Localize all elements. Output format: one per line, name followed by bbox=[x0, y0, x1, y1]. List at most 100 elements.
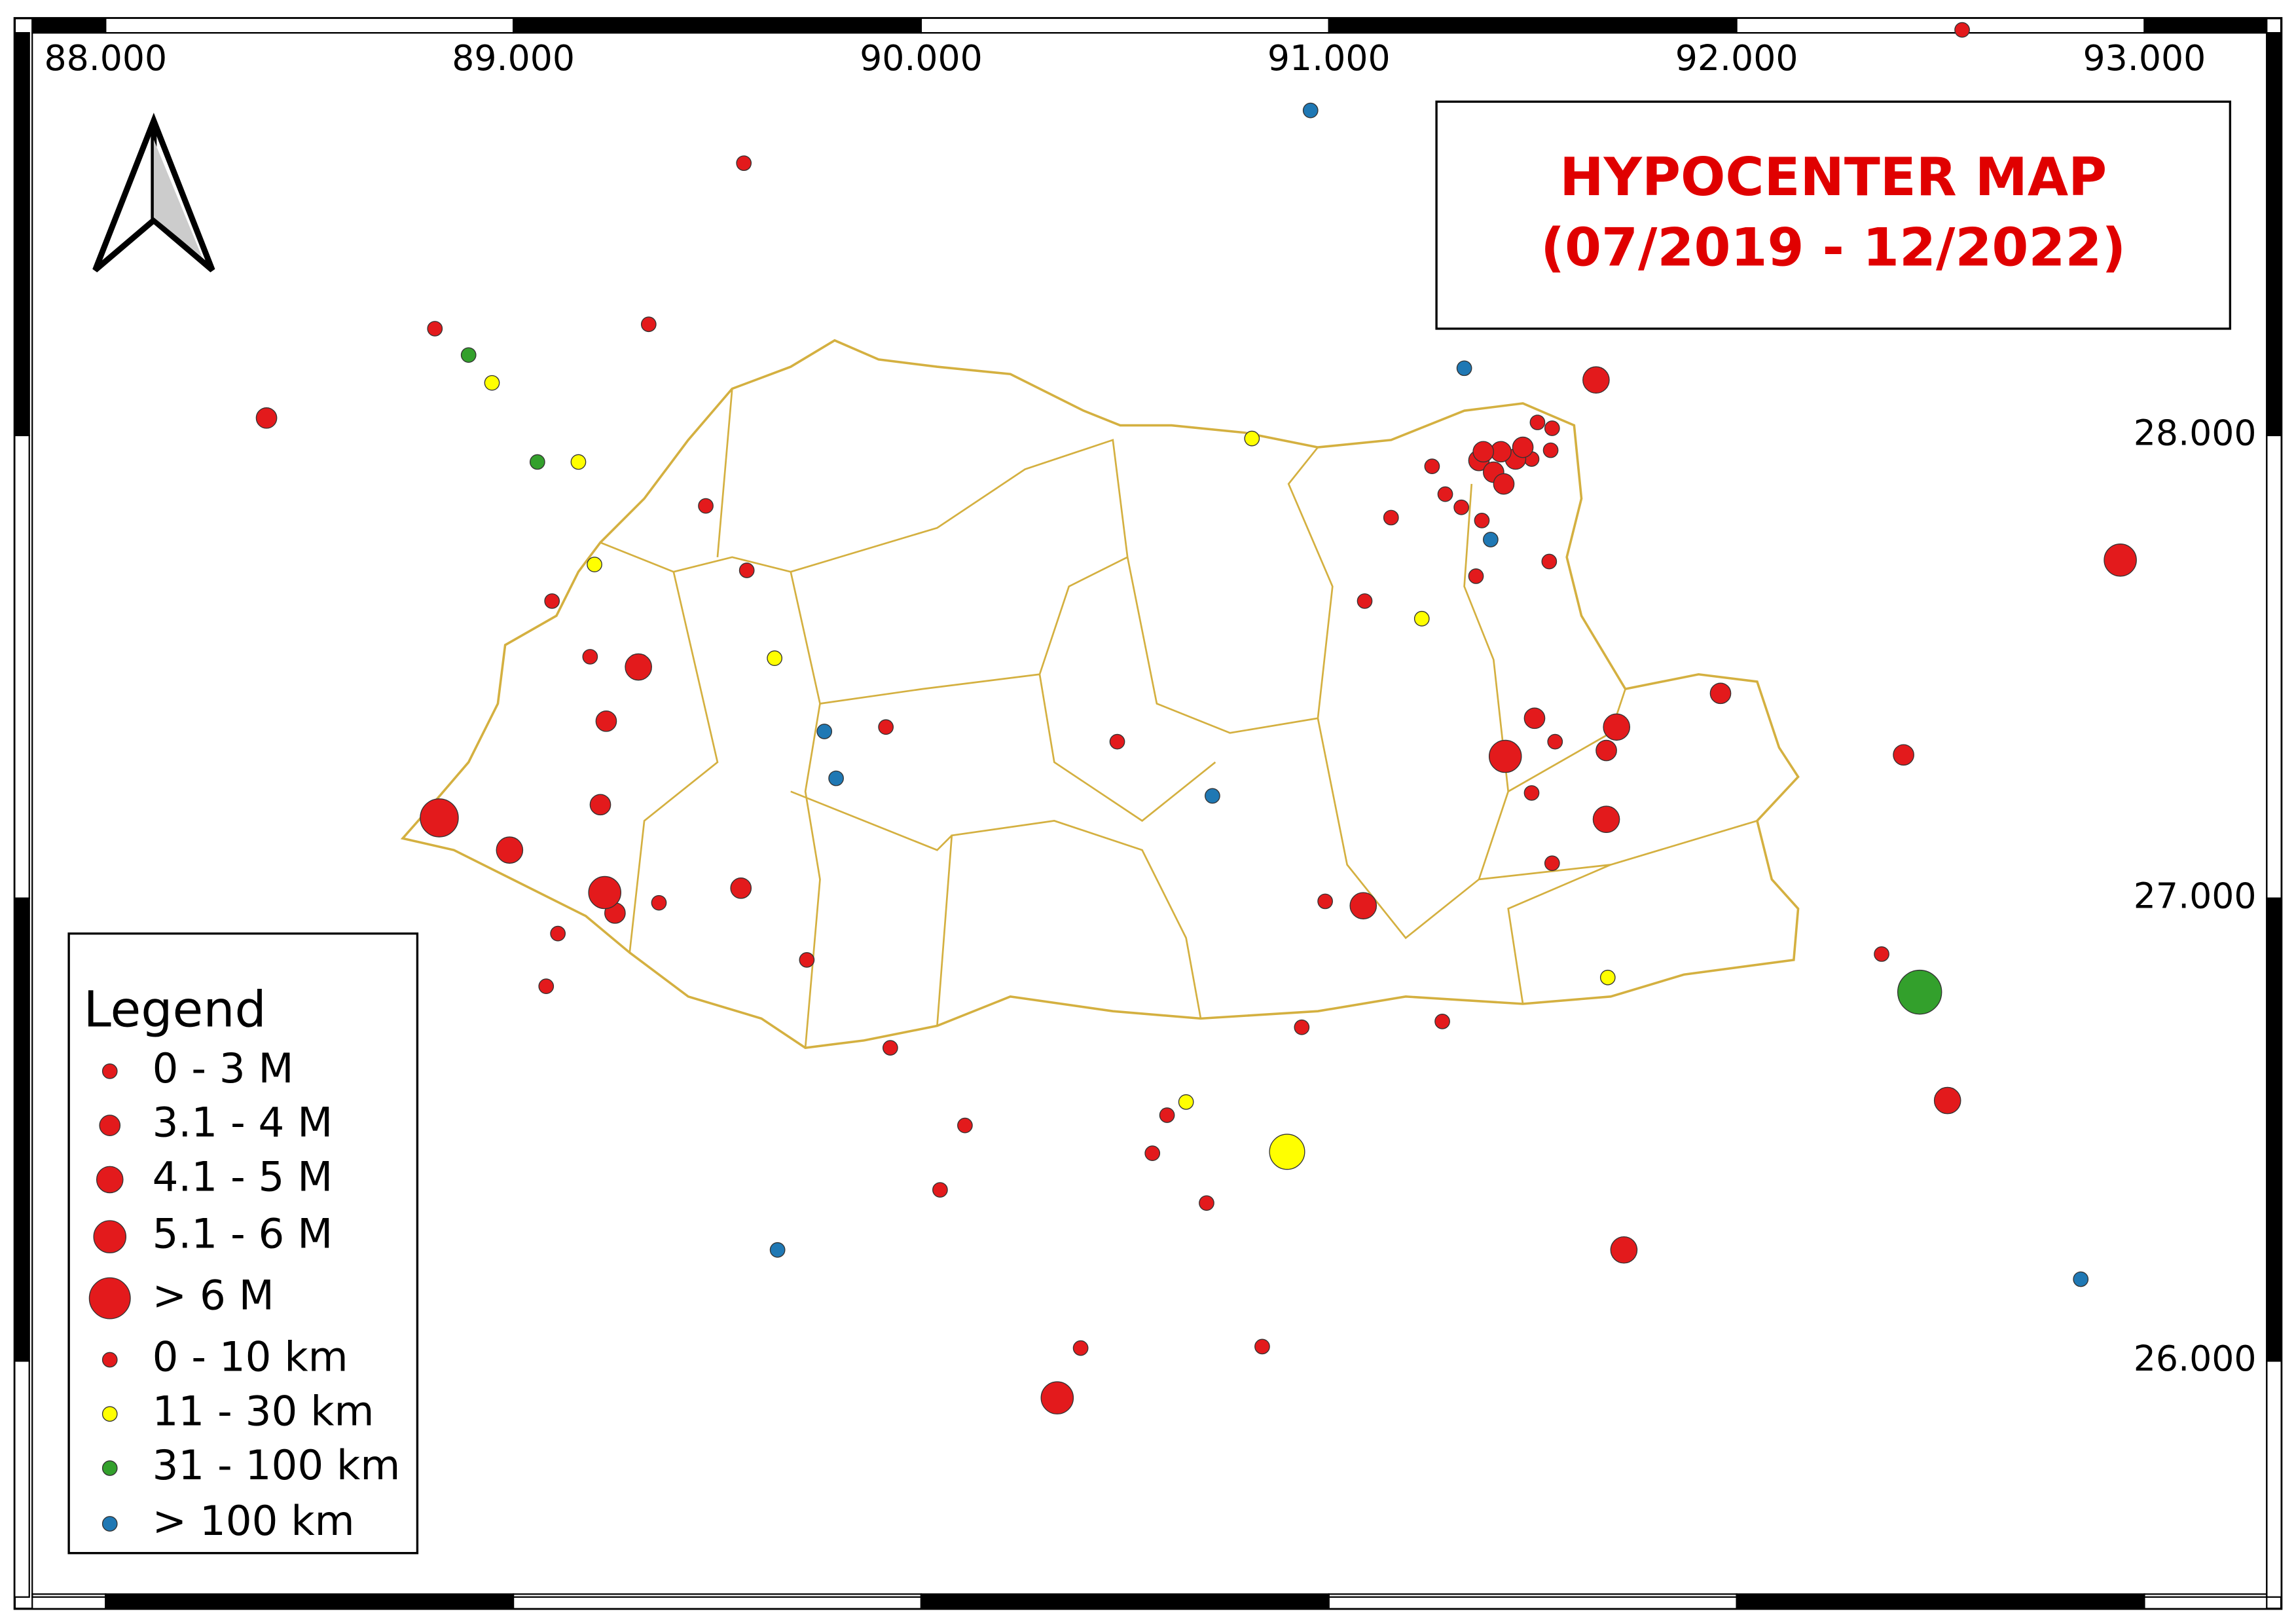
event bbox=[1595, 739, 1617, 762]
event bbox=[1424, 458, 1440, 475]
event bbox=[1199, 1195, 1214, 1211]
legend-box bbox=[67, 932, 419, 1555]
event bbox=[1205, 788, 1220, 804]
event bbox=[769, 1242, 786, 1258]
legend-symbol bbox=[96, 1166, 124, 1194]
frame-segment bbox=[14, 1360, 30, 1598]
y-tick-label: 28.000 bbox=[2134, 413, 2257, 454]
event bbox=[587, 557, 602, 572]
frame-segment bbox=[2266, 897, 2282, 1362]
x-tick-label: 92.000 bbox=[1675, 37, 1798, 79]
legend-label: > 100 km bbox=[153, 1497, 355, 1545]
event bbox=[1483, 532, 1499, 547]
event bbox=[588, 876, 621, 910]
event bbox=[484, 375, 500, 391]
event bbox=[738, 563, 755, 578]
event bbox=[1523, 707, 1546, 729]
x-tick-label: 93.000 bbox=[2083, 37, 2206, 79]
event bbox=[1523, 785, 1540, 801]
ticks: 88.000 89.000 90.000 91.000 92.000 93.000 28.0… bbox=[44, 37, 2256, 1379]
event bbox=[420, 798, 459, 838]
event bbox=[1488, 739, 1522, 773]
event bbox=[1294, 1019, 1310, 1035]
legend-symbol bbox=[88, 1277, 131, 1320]
frame-segment bbox=[14, 32, 30, 437]
frame-segment bbox=[1328, 17, 1738, 34]
frame-segment bbox=[14, 897, 30, 1362]
legend-label: 31 - 100 km bbox=[153, 1441, 401, 1489]
legend-symbol bbox=[99, 1115, 121, 1136]
legend-label: 4.1 - 5 M bbox=[153, 1153, 333, 1200]
event bbox=[1709, 682, 1732, 705]
frame-segment bbox=[31, 17, 107, 34]
event bbox=[1544, 420, 1560, 436]
event bbox=[698, 498, 714, 514]
event bbox=[1159, 1107, 1175, 1123]
event bbox=[1529, 415, 1546, 430]
frame-segment bbox=[1736, 17, 2145, 34]
title: HYPOCENTER MAP bbox=[1559, 146, 2107, 208]
events bbox=[255, 22, 2137, 1414]
event bbox=[1434, 1013, 1450, 1029]
event bbox=[736, 155, 752, 172]
event bbox=[883, 1040, 898, 1056]
event bbox=[828, 770, 844, 786]
event bbox=[1893, 744, 1914, 766]
event bbox=[427, 321, 443, 337]
event bbox=[570, 454, 587, 470]
event bbox=[1269, 1134, 1305, 1170]
event bbox=[1244, 430, 1260, 447]
y-tick-label: 27.000 bbox=[2134, 875, 2257, 916]
event bbox=[640, 316, 657, 333]
legend: 0 - 3 M 3.1 - 4 M 4.1 - 5 M 5.1 - 6 M > 6 M 0… bbox=[88, 1044, 401, 1545]
event bbox=[1109, 733, 1125, 750]
event bbox=[529, 454, 545, 470]
frame-segment bbox=[513, 17, 922, 34]
frame bbox=[13, 17, 2283, 1610]
legend-label: 0 - 10 km bbox=[153, 1333, 348, 1381]
x-tick-label: 90.000 bbox=[860, 37, 983, 79]
event bbox=[625, 653, 652, 681]
legend-symbol bbox=[101, 1063, 118, 1079]
event bbox=[816, 724, 833, 739]
frame-segment bbox=[2266, 434, 2282, 899]
event bbox=[1542, 442, 1559, 458]
event bbox=[1954, 22, 1970, 38]
event bbox=[1349, 892, 1377, 919]
event bbox=[1413, 610, 1430, 627]
event bbox=[582, 649, 598, 665]
x-tick-label: 88.000 bbox=[44, 37, 167, 79]
event bbox=[1357, 593, 1373, 609]
title-box bbox=[1435, 100, 2232, 330]
event bbox=[460, 347, 477, 363]
event bbox=[1544, 855, 1560, 872]
map-frame-inner bbox=[31, 32, 2268, 1598]
event bbox=[1897, 969, 1942, 1015]
legend-title: Legend bbox=[83, 980, 266, 1038]
legend-label: 0 - 3 M bbox=[153, 1044, 294, 1092]
event bbox=[1144, 1145, 1161, 1161]
legend-label: 3.1 - 4 M bbox=[153, 1099, 333, 1147]
event bbox=[1472, 441, 1495, 463]
event bbox=[1933, 1086, 1961, 1115]
event bbox=[1302, 102, 1319, 119]
y-tick-label: 26.000 bbox=[2134, 1338, 2257, 1379]
frame-segment bbox=[14, 434, 30, 899]
event bbox=[1453, 499, 1469, 515]
legend-symbol bbox=[101, 1460, 118, 1476]
frame-segment bbox=[105, 17, 515, 34]
event bbox=[1437, 486, 1453, 502]
event bbox=[932, 1182, 948, 1198]
event bbox=[1599, 969, 1616, 986]
event bbox=[1547, 733, 1563, 750]
event bbox=[1254, 1338, 1270, 1355]
event bbox=[589, 794, 611, 816]
frame-segment bbox=[2143, 17, 2268, 34]
legend-symbol bbox=[101, 1352, 118, 1368]
legend-label: 5.1 - 6 M bbox=[153, 1210, 333, 1258]
event bbox=[878, 719, 894, 735]
x-tick-label: 91.000 bbox=[1267, 37, 1391, 79]
event bbox=[1610, 1236, 1638, 1264]
event bbox=[1512, 436, 1534, 458]
